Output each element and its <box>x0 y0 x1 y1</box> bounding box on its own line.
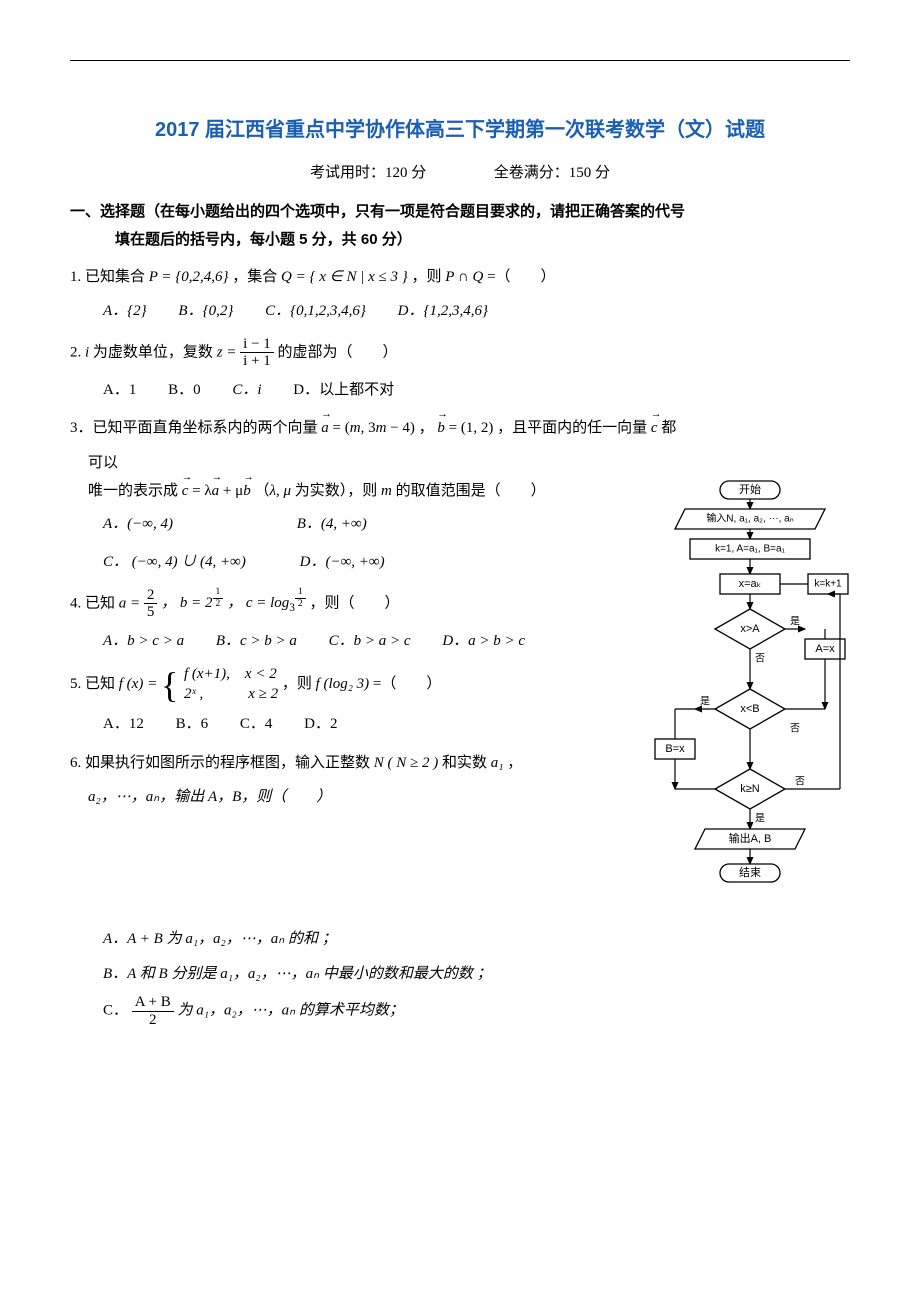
q2-opt-B: B．0 <box>168 376 201 405</box>
svg-text:k≥N: k≥N <box>740 782 760 794</box>
question-5: 5. 已知 f (x) = { f (x+1), x < 2 2ˣ , x ≥ … <box>70 665 642 704</box>
svg-text:输出A, B: 输出A, B <box>729 830 772 844</box>
section-1-heading: 一、选择题（在每小题给出的四个选项中，只有一项是符合题目要求的，请把正确答案的代… <box>70 198 850 255</box>
svg-text:是: 是 <box>700 695 710 707</box>
question-3-options-row1: A．(−∞, 4) B．(4, +∞) <box>70 510 642 539</box>
svg-text:k=k+1: k=k+1 <box>814 578 842 589</box>
svg-text:x>A: x>A <box>740 622 760 634</box>
page-title: 2017 届江西省重点中学协作体高三下学期第一次联考数学（文）试题 <box>70 111 850 149</box>
q6-opt-A: A．A + B 为 a₁，a₂，⋯，aₙ 的和 ； <box>70 925 850 954</box>
q2-fraction: i − 1 i + 1 <box>240 336 274 370</box>
q5-opt-B: B．6 <box>176 710 209 739</box>
q5-opt-A: A．12 <box>103 710 144 739</box>
question-1-options: A．{2} B．{0,2} C．{0,1,2,3,4,6} D．{1,2,3,4… <box>70 297 850 326</box>
svg-text:k=1, A=a₁, B=a₁: k=1, A=a₁, B=a₁ <box>715 543 785 554</box>
q2-opt-A: A．1 <box>103 376 136 405</box>
question-2: 2. i 为虚数单位，复数 z = i − 1 i + 1 的虚部为（ ） <box>70 336 850 370</box>
svg-text:A=x: A=x <box>815 642 835 654</box>
q1-opt-C: C．{0,1,2,3,4,6} <box>265 297 366 326</box>
question-1: 1. 已知集合 P = {0,2,4,6} ，集合 Q = { x ∈ N | … <box>70 263 850 292</box>
q4-a-frac: 2 5 <box>144 587 158 621</box>
q1-PcapQ: P ∩ Q <box>445 269 483 285</box>
svg-text:开始: 开始 <box>739 481 761 495</box>
exam-time: 考试用时：120 分 <box>310 165 426 181</box>
flowchart: 开始 输入N, a₁, a₂, ⋯, aₙ k=1, A=a₁, B=a₁ x=… <box>650 479 850 909</box>
q1-set-P: P = {0,2,4,6} <box>149 269 229 285</box>
svg-text:结束: 结束 <box>739 865 761 878</box>
question-5-options: A．12 B．6 C．4 D．2 <box>70 710 642 739</box>
subtitle: 考试用时：120 分 全卷满分：150 分 <box>70 159 850 188</box>
svg-text:x<B: x<B <box>740 702 759 714</box>
q4-opt-A: A．b > c > a <box>103 627 184 656</box>
q1-set-Q: Q = { x ∈ N | x ≤ 3 } <box>281 269 408 285</box>
q4-opt-C: C．b > a > c <box>329 627 411 656</box>
svg-text:B=x: B=x <box>665 742 685 754</box>
q5-opt-C: C．4 <box>240 710 273 739</box>
q3-opt-C: C． (−∞, 4) ∪ (4, +∞) <box>103 548 246 577</box>
q6-C-frac: A + B 2 <box>132 994 174 1028</box>
q3-opt-A: A．(−∞, 4) <box>103 510 173 539</box>
q2-opt-D: D．以上都不对 <box>293 376 394 405</box>
question-6-line1: 6. 如果执行如图所示的程序框图，输入正整数 N ( N ≥ 2 ) 和实数 a… <box>70 749 642 778</box>
question-4: 4. 已知 a = 2 5 ， b = 212 ， c = log312 ，则（… <box>70 587 642 621</box>
svg-text:否: 否 <box>790 722 800 734</box>
svg-text:否: 否 <box>755 652 765 664</box>
question-3-line3: 唯一的表示成 c = λa + μb （λ, μ 为实数），则 m 的取值范围是… <box>70 477 642 506</box>
svg-text:是: 是 <box>755 812 765 824</box>
q6-opt-C: C． A + B 2 为 a₁，a₂，⋯，aₙ 的算术平均数； <box>70 994 850 1028</box>
question-3-line1: 3．已知平面直角坐标系内的两个向量 a = (m, 3m − 4) ， b = … <box>70 414 850 443</box>
q5-opt-D: D．2 <box>304 710 337 739</box>
q3-opt-B: B．(4, +∞) <box>297 510 367 539</box>
q3-opt-D: D．(−∞, +∞) <box>300 548 385 577</box>
question-4-options: A．b > c > a B．c > b > a C．b > a > c D．a … <box>70 627 642 656</box>
top-rule <box>70 60 850 61</box>
q1-opt-A: A．{2} <box>103 297 147 326</box>
question-2-options: A．1 B．0 C．i D．以上都不对 <box>70 376 850 405</box>
q4-opt-D: D．a > b > c <box>442 627 525 656</box>
q2-opt-C: C．i <box>232 376 261 405</box>
q1-opt-D: D．{1,2,3,4,6} <box>398 297 488 326</box>
question-3-line2: 可以 <box>70 449 642 478</box>
question-6-line2: a₂，⋯，aₙ，输出 A，B，则（ ） <box>70 783 642 812</box>
svg-text:输入N, a₁, a₂, ⋯, aₙ: 输入N, a₁, a₂, ⋯, aₙ <box>706 511 793 524</box>
q1-opt-B: B．{0,2} <box>178 297 233 326</box>
q4-opt-B: B．c > b > a <box>216 627 297 656</box>
svg-text:否: 否 <box>795 775 805 787</box>
svg-text:x=aₖ: x=aₖ <box>739 577 762 589</box>
question-6-options: A．A + B 为 a₁，a₂，⋯，aₙ 的和 ； B．A 和 B 分别是 a₁… <box>70 925 850 1028</box>
question-3-options-row2: C． (−∞, 4) ∪ (4, +∞) D．(−∞, +∞) <box>70 548 642 577</box>
svg-text:是: 是 <box>790 615 800 627</box>
exam-score: 全卷满分：150 分 <box>494 165 610 181</box>
q6-opt-B: B．A 和 B 分别是 a₁，a₂，⋯，aₙ 中最小的数和最大的数 ； <box>70 960 850 989</box>
